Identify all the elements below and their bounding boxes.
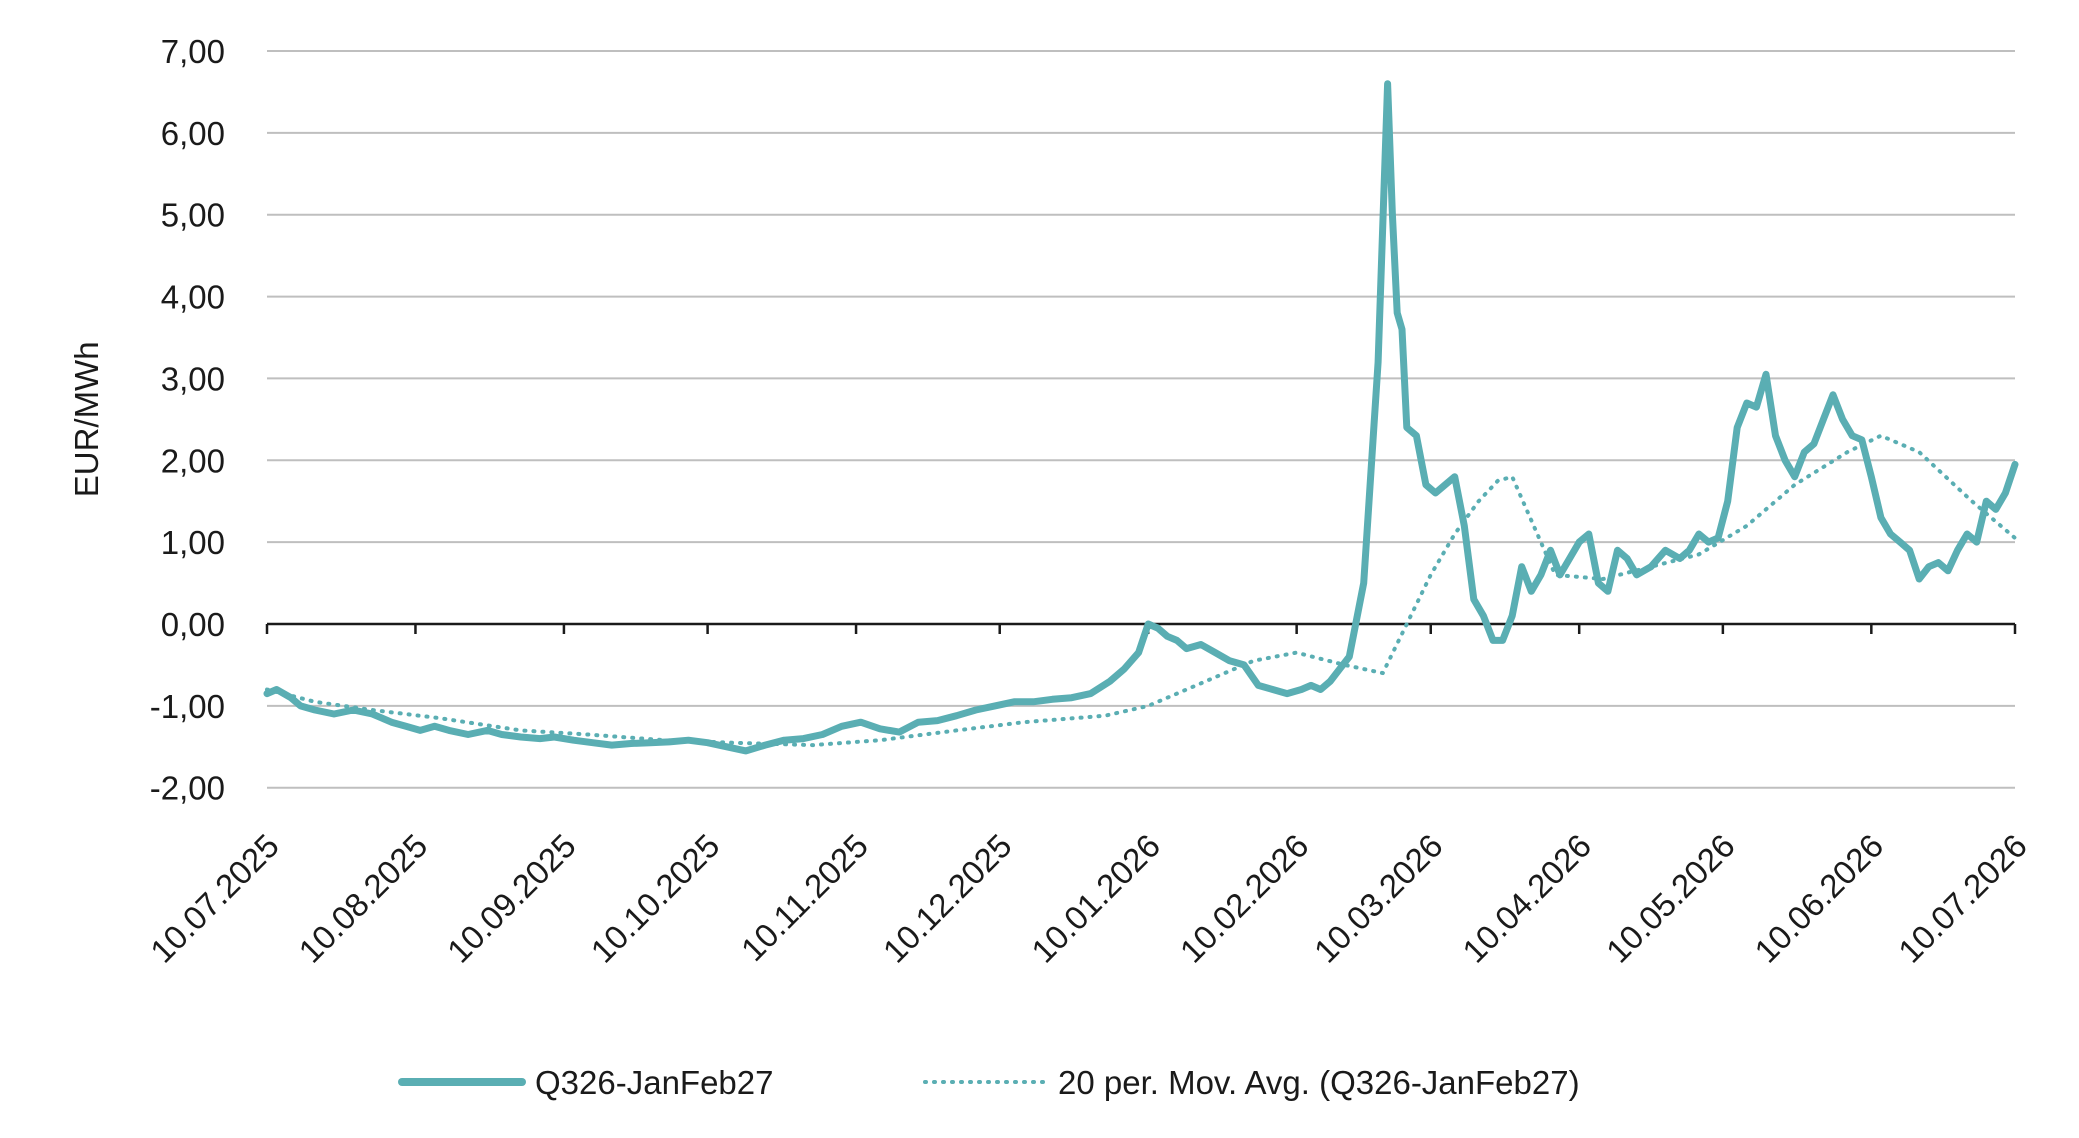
x-axis <box>265 622 2017 634</box>
y-tick-label: 7,00 <box>161 33 225 70</box>
y-tick-label: 6,00 <box>161 115 225 152</box>
x-tick-label: 10.04.2026 <box>1455 827 1598 970</box>
y-tick-label: 2,00 <box>161 442 225 479</box>
legend-label-q326: Q326-JanFeb27 <box>535 1064 774 1101</box>
legend-label-moving-average: 20 per. Mov. Avg. (Q326-JanFeb27) <box>1058 1064 1580 1101</box>
y-axis-label: EUR/MWh <box>68 341 105 497</box>
x-tick-label: 10.10.2025 <box>584 827 727 970</box>
x-tick-label: 10.07.2026 <box>1891 827 2034 970</box>
y-tick-label: 3,00 <box>161 360 225 397</box>
series-lines <box>263 80 2019 755</box>
x-tick-label: 10.07.2025 <box>143 827 286 970</box>
x-tick-label: 10.03.2026 <box>1307 827 1450 970</box>
x-tick-label: 10.01.2026 <box>1024 827 1167 970</box>
x-tick-label: 10.06.2026 <box>1747 827 1890 970</box>
x-tick-label: 10.09.2025 <box>440 827 583 970</box>
x-tick-label: 10.02.2026 <box>1173 827 1316 970</box>
y-tick-label: -1,00 <box>150 688 225 725</box>
y-tick-label: 4,00 <box>161 279 225 316</box>
y-axis-tick-labels: 7,00 6,00 5,00 4,00 3,00 2,00 1,00 0,00 -1,00 -2,… <box>150 33 225 807</box>
y-tick-label: 0,00 <box>161 606 225 643</box>
x-tick-label: 10.08.2025 <box>291 827 434 970</box>
series-line-moving-average <box>265 433 2017 748</box>
y-tick-label: -2,00 <box>150 770 225 807</box>
x-tick-label: 10.11.2025 <box>734 827 875 968</box>
y-tick-label: 5,00 <box>161 197 225 234</box>
x-tick-label: 10.05.2026 <box>1599 827 1742 970</box>
gridlines <box>267 50 2015 789</box>
legend: Q326-JanFeb27 20 per. Mov. Avg. (Q326-Jan… <box>398 1064 1580 1101</box>
series-line-q326-janfeb27 <box>263 80 2019 755</box>
x-axis-tick-labels: 10.07.2025 10.08.2025 10.09.2025 10.10.2025… <box>143 827 2034 970</box>
x-tick-label: 10.12.2025 <box>876 827 1019 970</box>
y-tick-label: 1,00 <box>161 524 225 561</box>
